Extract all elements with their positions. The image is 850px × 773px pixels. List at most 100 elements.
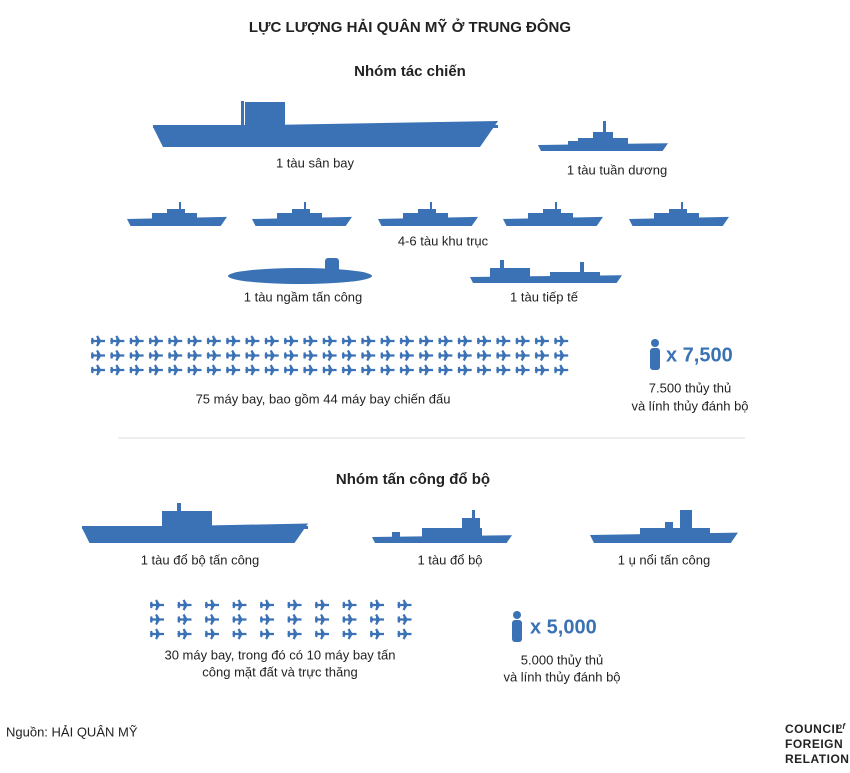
aircraft-icon bbox=[259, 613, 274, 626]
aircraft-label: 30 máy bay, trong đó có 10 máy bay tấn bbox=[164, 647, 395, 662]
cruiser-icon bbox=[538, 121, 668, 151]
aircraft-icon bbox=[534, 349, 549, 362]
aircraft-icon bbox=[129, 349, 144, 362]
dock-ship-icon bbox=[372, 510, 512, 543]
item-label: 1 tàu tiếp tế bbox=[510, 289, 579, 304]
aircraft-icon bbox=[341, 349, 356, 362]
aircraft-icon bbox=[457, 335, 472, 347]
dock-landing-icon bbox=[590, 510, 738, 543]
title: LỰC LƯỢNG HẢI QUÂN MỸ Ở TRUNG ĐÔNG bbox=[249, 18, 571, 36]
aircraft-icon bbox=[283, 364, 298, 376]
logo: RELATION bbox=[785, 752, 849, 766]
aircraft-icon bbox=[380, 335, 395, 347]
aircraft-icon bbox=[380, 349, 395, 362]
aircraft-label: công mặt đất và trực thăng bbox=[202, 664, 357, 679]
aircraft-icon bbox=[90, 349, 105, 362]
aircraft-icon bbox=[204, 599, 219, 611]
aircraft-icon bbox=[476, 349, 491, 362]
aircraft-icon bbox=[168, 364, 183, 376]
aircraft-icon bbox=[287, 628, 302, 640]
logo: FOREIGN bbox=[785, 737, 843, 751]
aircraft-icon bbox=[380, 364, 395, 376]
aircraft-icon bbox=[476, 364, 491, 376]
aircraft-icon bbox=[438, 364, 453, 376]
logo: COUNCIL bbox=[785, 722, 843, 736]
aircraft-icon bbox=[303, 335, 318, 347]
person-icon bbox=[651, 339, 659, 347]
aircraft-icon bbox=[177, 599, 192, 611]
item-label: 1 ụ nổi tấn công bbox=[618, 552, 711, 567]
item-label: 1 tàu đổ bộ bbox=[417, 552, 482, 567]
destroyer-icon bbox=[127, 202, 227, 226]
aircraft-icon bbox=[496, 349, 511, 362]
aircraft-icon bbox=[226, 335, 241, 347]
item-label: 4-6 tàu khu trục bbox=[398, 233, 489, 248]
aircraft-icon bbox=[129, 364, 144, 376]
aircraft-icon bbox=[515, 364, 530, 376]
aircraft-icon bbox=[554, 335, 569, 347]
aircraft-icon bbox=[534, 364, 549, 376]
aircraft-icon bbox=[264, 364, 279, 376]
aircraft-icon bbox=[245, 335, 260, 347]
aircraft-icon bbox=[342, 628, 357, 640]
aircraft-icon bbox=[457, 349, 472, 362]
aircraft-icon bbox=[259, 599, 274, 611]
aircraft-label: 75 máy bay, bao gồm 44 máy bay chiến đấu bbox=[196, 391, 451, 406]
logo: of bbox=[837, 722, 846, 731]
aircraft-icon bbox=[419, 335, 434, 347]
aircraft-icon bbox=[397, 613, 412, 626]
aircraft-icon bbox=[148, 349, 163, 362]
aircraft-icon bbox=[226, 364, 241, 376]
aircraft-icon bbox=[283, 335, 298, 347]
aircraft-icon bbox=[314, 628, 329, 640]
item-label: 1 tàu sân bay bbox=[276, 155, 355, 170]
aircraft-icon bbox=[342, 599, 357, 611]
section-heading: Nhóm tấn công đổ bộ bbox=[336, 471, 490, 488]
aircraft-icon bbox=[187, 349, 202, 362]
person-icon bbox=[650, 348, 660, 370]
aircraft-icon bbox=[534, 335, 549, 347]
aircraft-icon bbox=[177, 613, 192, 626]
aircraft-icon bbox=[515, 335, 530, 347]
aircraft-icon bbox=[341, 335, 356, 347]
aircraft-icon bbox=[148, 335, 163, 347]
aircraft-icon bbox=[399, 335, 414, 347]
aircraft-icon bbox=[149, 613, 164, 626]
aircraft-icon bbox=[206, 349, 221, 362]
aircraft-icon bbox=[110, 364, 125, 376]
aircraft-icon bbox=[259, 628, 274, 640]
source: Nguồn: HẢI QUÂN MỸ bbox=[6, 724, 138, 739]
personnel-label: 7.500 thủy thủ bbox=[649, 380, 731, 395]
personnel-label: và lính thủy đánh bộ bbox=[503, 669, 620, 684]
aircraft-icon bbox=[206, 364, 221, 376]
aircraft-icon bbox=[232, 628, 247, 640]
aircraft-icon bbox=[322, 364, 337, 376]
carrier-icon bbox=[153, 101, 498, 147]
aircraft-icon bbox=[90, 335, 105, 347]
aircraft-icon bbox=[397, 599, 412, 611]
aircraft-icon bbox=[129, 335, 144, 347]
aircraft-icon bbox=[438, 335, 453, 347]
aircraft-icon bbox=[476, 335, 491, 347]
aircraft-icon bbox=[361, 364, 376, 376]
aircraft-icon bbox=[457, 364, 472, 376]
aircraft-icon bbox=[342, 613, 357, 626]
aircraft-icon bbox=[177, 628, 192, 640]
aircraft-icon bbox=[314, 599, 329, 611]
aircraft-icon bbox=[496, 364, 511, 376]
person-icon bbox=[513, 611, 521, 619]
aircraft-icon bbox=[419, 364, 434, 376]
aircraft-icon bbox=[438, 349, 453, 362]
personnel-count: x 5,000 bbox=[530, 616, 597, 638]
aircraft-icon bbox=[264, 349, 279, 362]
aircraft-icon bbox=[168, 349, 183, 362]
aircraft-icon bbox=[361, 335, 376, 347]
aircraft-icon bbox=[206, 335, 221, 347]
aircraft-icon bbox=[226, 349, 241, 362]
aircraft-icon bbox=[314, 613, 329, 626]
destroyer-icon bbox=[252, 202, 352, 226]
aircraft-icon bbox=[341, 364, 356, 376]
aircraft-icon bbox=[264, 335, 279, 347]
aircraft-icon bbox=[369, 599, 384, 611]
aircraft-icon bbox=[204, 613, 219, 626]
